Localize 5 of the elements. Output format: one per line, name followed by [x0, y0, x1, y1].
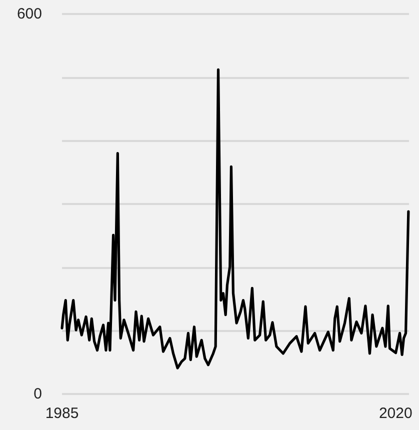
- x-tick-label: 1985: [45, 405, 79, 422]
- line-series: [60, 68, 410, 370]
- x-tick-label: 2020: [378, 405, 412, 422]
- y-tick-label: 0: [34, 386, 42, 402]
- y-tick-label: 600: [16, 6, 42, 22]
